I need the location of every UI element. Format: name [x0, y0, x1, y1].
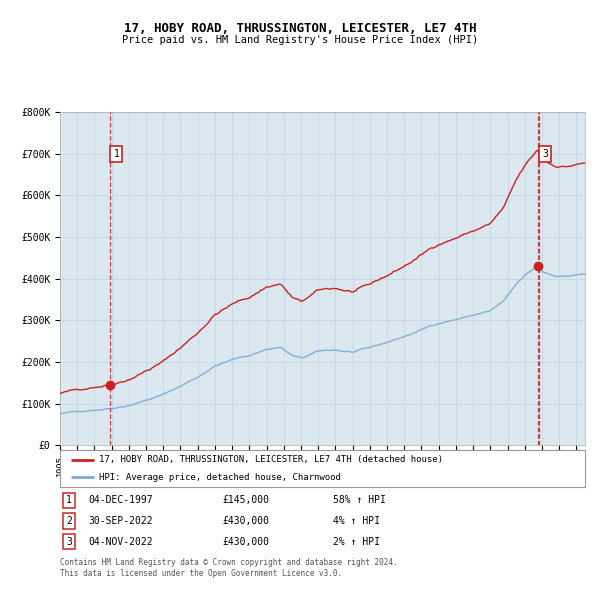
Text: Price paid vs. HM Land Registry's House Price Index (HPI): Price paid vs. HM Land Registry's House … [122, 35, 478, 45]
Text: 2: 2 [66, 516, 72, 526]
Text: 2% ↑ HPI: 2% ↑ HPI [333, 537, 380, 546]
Text: 17, HOBY ROAD, THRUSSINGTON, LEICESTER, LE7 4TH: 17, HOBY ROAD, THRUSSINGTON, LEICESTER, … [124, 22, 476, 35]
Text: 17, HOBY ROAD, THRUSSINGTON, LEICESTER, LE7 4TH (detached house): 17, HOBY ROAD, THRUSSINGTON, LEICESTER, … [100, 455, 443, 464]
Text: 04-DEC-1997: 04-DEC-1997 [89, 496, 154, 505]
Text: 4% ↑ HPI: 4% ↑ HPI [333, 516, 380, 526]
Text: 30-SEP-2022: 30-SEP-2022 [89, 516, 154, 526]
Text: £145,000: £145,000 [222, 496, 269, 505]
Text: 3: 3 [66, 537, 72, 546]
Text: £430,000: £430,000 [222, 516, 269, 526]
Text: 1: 1 [113, 149, 119, 159]
Text: 58% ↑ HPI: 58% ↑ HPI [333, 496, 386, 505]
Text: HPI: Average price, detached house, Charnwood: HPI: Average price, detached house, Char… [100, 473, 341, 482]
Text: Contains HM Land Registry data © Crown copyright and database right 2024.: Contains HM Land Registry data © Crown c… [60, 558, 398, 566]
Text: £430,000: £430,000 [222, 537, 269, 546]
Text: 1: 1 [66, 496, 72, 505]
Text: 04-NOV-2022: 04-NOV-2022 [89, 537, 154, 546]
Text: 3: 3 [542, 149, 548, 159]
Text: This data is licensed under the Open Government Licence v3.0.: This data is licensed under the Open Gov… [60, 569, 342, 578]
